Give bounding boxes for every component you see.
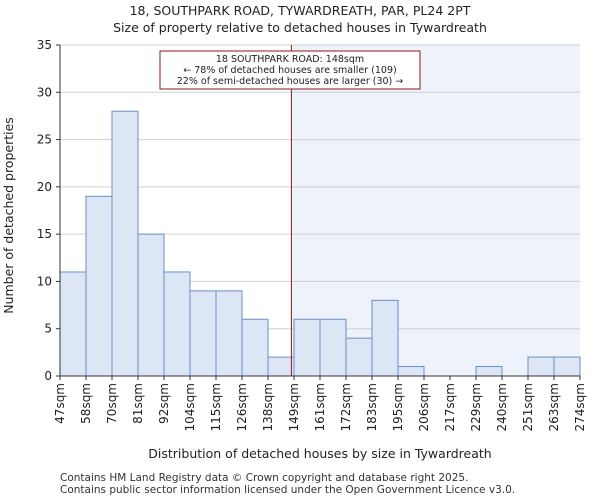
y-tick-label: 10 [37, 274, 52, 288]
y-tick-label: 25 [37, 133, 52, 147]
bar [241, 318, 269, 377]
x-tick-label: 229sqm [469, 383, 483, 431]
x-tick-label: 206sqm [417, 383, 431, 431]
x-tick-label: 149sqm [287, 383, 301, 431]
histogram-chart: 0 5 10 15 20 25 30 35 47sqm 58sqm 70sqm 81sqm 92sqm 1… [1, 38, 587, 461]
bar [345, 337, 373, 377]
x-tick-label: 92sqm [157, 383, 171, 424]
annotation-line: 18 SOUTHPARK ROAD: 148sqm [216, 54, 364, 65]
x-tick-label: 172sqm [339, 383, 353, 431]
bar [553, 356, 581, 377]
bar [527, 356, 555, 377]
bar [397, 366, 425, 377]
footer-line-1: Contains HM Land Registry data © Crown c… [60, 472, 469, 484]
x-tick-label: 70sqm [105, 383, 119, 424]
bar [137, 233, 165, 377]
y-tick-label: 30 [37, 85, 52, 99]
bar [475, 366, 503, 377]
x-tick-label: 217sqm [443, 383, 457, 431]
x-tick-label: 138sqm [261, 383, 275, 431]
x-tick-label: 81sqm [131, 383, 145, 424]
y-tick-label: 15 [37, 227, 52, 241]
x-tick-label: 115sqm [209, 383, 223, 431]
x-tick-label: 183sqm [365, 383, 379, 431]
x-axis-label: Distribution of detached houses by size … [148, 446, 491, 461]
chart-subtitle: Size of property relative to detached ho… [113, 20, 487, 35]
annotation-line: ← 78% of detached houses are smaller (10… [183, 65, 396, 76]
bar [85, 195, 113, 377]
footer-line-2: Contains public sector information licen… [60, 484, 516, 496]
bar [293, 318, 321, 377]
bar [59, 271, 87, 377]
bar [163, 271, 191, 377]
x-tick-label: 58sqm [79, 383, 93, 424]
bar [215, 290, 243, 377]
x-tick-label: 126sqm [235, 383, 249, 431]
bar [189, 290, 217, 377]
y-tick-label: 35 [37, 38, 52, 52]
x-tick-label: 251sqm [521, 383, 535, 431]
bar [111, 110, 139, 377]
annotation-box [159, 50, 421, 90]
bar [319, 318, 347, 377]
x-tick-label: 104sqm [183, 383, 197, 431]
y-tick-label: 0 [44, 369, 52, 383]
chart-title: 18, SOUTHPARK ROAD, TYWARDREATH, PAR, PL… [129, 3, 471, 18]
y-tick-label: 5 [44, 322, 52, 336]
annotation-line: 22% of semi-detached houses are larger (… [177, 76, 404, 87]
x-tick-label: 274sqm [573, 383, 587, 431]
y-axis-label: Number of detached properties [1, 117, 16, 314]
x-tick-label: 240sqm [495, 383, 509, 431]
x-tick-label: 195sqm [391, 383, 405, 431]
bar [267, 356, 295, 377]
bar [371, 299, 399, 377]
x-tick-label: 161sqm [313, 383, 327, 431]
x-tick-label: 263sqm [547, 383, 561, 431]
y-tick-label: 20 [37, 180, 52, 194]
x-tick-label: 47sqm [53, 383, 67, 424]
